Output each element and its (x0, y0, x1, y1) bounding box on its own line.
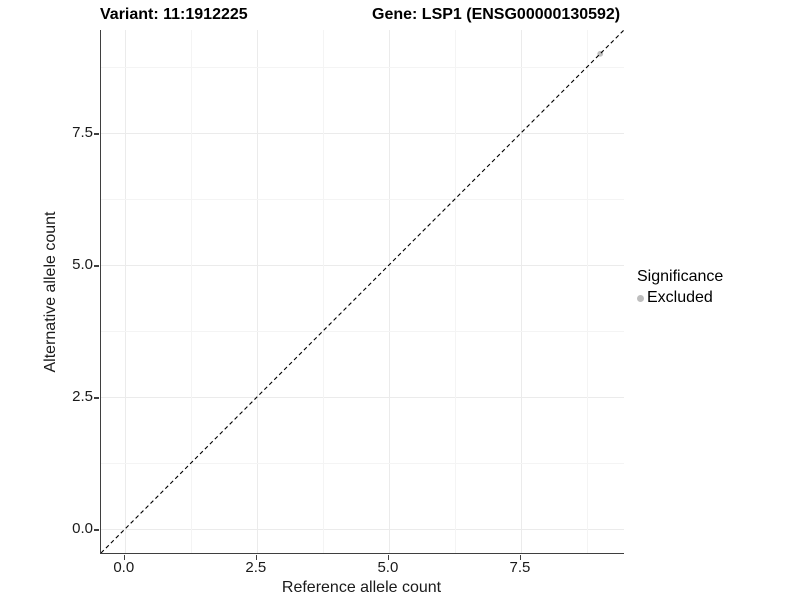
excluded-point-icon (637, 294, 644, 302)
x-tick-label: 7.5 (509, 559, 531, 576)
gene-title: Gene: LSP1 (ENSG00000130592) (372, 6, 621, 23)
variant-title: Variant: 11:1912225 (100, 6, 248, 23)
gridline-major-v (388, 30, 390, 553)
x-tick-label: 2.5 (245, 559, 267, 576)
gridline-minor-h (101, 199, 624, 201)
y-tick (94, 133, 99, 135)
scatter-layer (101, 30, 624, 553)
x-tick (387, 555, 390, 560)
y-tick (94, 265, 99, 267)
gridline-minor-v (322, 30, 324, 553)
x-tick (123, 555, 126, 560)
gridline-major-h (101, 529, 624, 531)
gridline-major-v (124, 30, 126, 553)
legend-item-label: Excluded (647, 289, 713, 306)
gridline-major-v (256, 30, 258, 553)
x-tick-label: 0.0 (113, 559, 135, 576)
gridline-major-h (101, 133, 624, 134)
x-tick (255, 555, 258, 560)
legend-item-excluded: Excluded (637, 289, 723, 307)
y-tick (94, 397, 99, 399)
gridline-major-h (101, 397, 624, 399)
legend: Significance Excluded (637, 268, 723, 307)
gridline-minor-v (587, 30, 589, 553)
gridline-minor-v (454, 30, 456, 553)
identity-dashed-line (101, 30, 624, 553)
legend-title: Significance (637, 268, 724, 285)
y-tick-label: 5.0 (72, 256, 93, 274)
gridline-minor-h (101, 66, 624, 68)
plot-panel (100, 30, 624, 554)
gridline-minor-h (101, 463, 624, 465)
gridline-major-v (520, 30, 522, 553)
y-tick-label: 2.5 (72, 388, 93, 406)
gridline-minor-v (190, 30, 192, 553)
x-tick-label: 5.0 (377, 559, 399, 576)
x-tick (519, 555, 522, 560)
y-tick-label: 7.5 (72, 124, 93, 141)
y-tick (94, 529, 99, 531)
x-axis-title: Reference allele count (281, 579, 442, 596)
y-tick-label: 0.0 (72, 520, 93, 538)
gridline-major-h (101, 265, 624, 267)
gridline-minor-h (101, 331, 624, 333)
y-axis-title: Alternative allele count (42, 211, 59, 373)
